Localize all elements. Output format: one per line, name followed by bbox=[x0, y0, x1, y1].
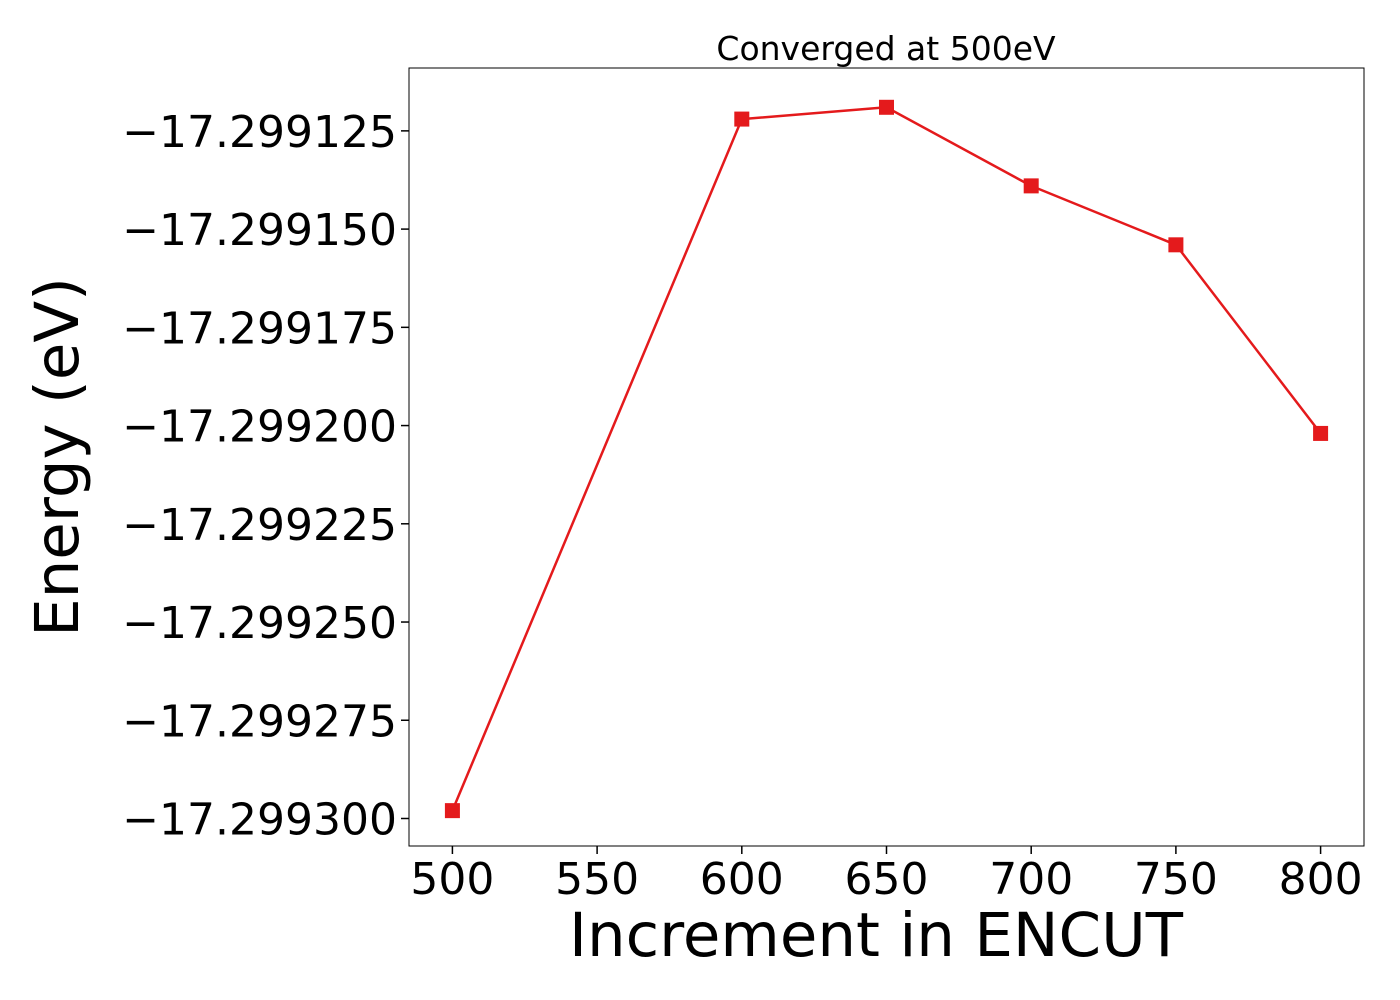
y-tick-label: −17.299300 bbox=[122, 794, 397, 845]
y-axis-label: Energy (eV) bbox=[22, 277, 93, 637]
x-tick-label: 800 bbox=[1279, 854, 1363, 905]
x-tick-label: 600 bbox=[700, 854, 784, 905]
series-line bbox=[451, 106, 1322, 812]
x-tick-label: 750 bbox=[1134, 854, 1218, 905]
plot-area-frame bbox=[408, 67, 1365, 847]
data-point-marker bbox=[1023, 178, 1039, 194]
y-axis-ticks: −17.299125 −17.299150 −17.299175 −17.299200… bbox=[122, 107, 409, 845]
data-point-marker bbox=[1168, 237, 1184, 253]
y-tick-label: −17.299225 bbox=[122, 500, 397, 551]
x-tick-label: 550 bbox=[555, 854, 639, 905]
y-tick-label: −17.299125 bbox=[122, 107, 397, 158]
y-tick-label: −17.299250 bbox=[122, 598, 397, 649]
chart-title: Converged at 500eV bbox=[716, 29, 1056, 68]
x-tick-label: 650 bbox=[845, 854, 929, 905]
series-layer bbox=[444, 99, 1329, 819]
data-point-marker bbox=[444, 803, 460, 819]
data-point-marker bbox=[734, 111, 750, 127]
y-tick-label: −17.299275 bbox=[122, 696, 397, 747]
x-tick-label: 700 bbox=[989, 854, 1073, 905]
x-axis-ticks: 500 550 600 650 700 750 800 bbox=[410, 846, 1363, 905]
x-axis-label: Increment in ENCUT bbox=[569, 900, 1184, 971]
data-point-marker bbox=[879, 99, 894, 115]
y-tick-label: −17.299200 bbox=[122, 402, 397, 453]
y-tick-label: −17.299150 bbox=[122, 205, 397, 256]
x-tick-label: 500 bbox=[410, 854, 494, 905]
data-point-marker bbox=[1313, 425, 1329, 441]
y-tick-label: −17.299175 bbox=[122, 303, 397, 354]
